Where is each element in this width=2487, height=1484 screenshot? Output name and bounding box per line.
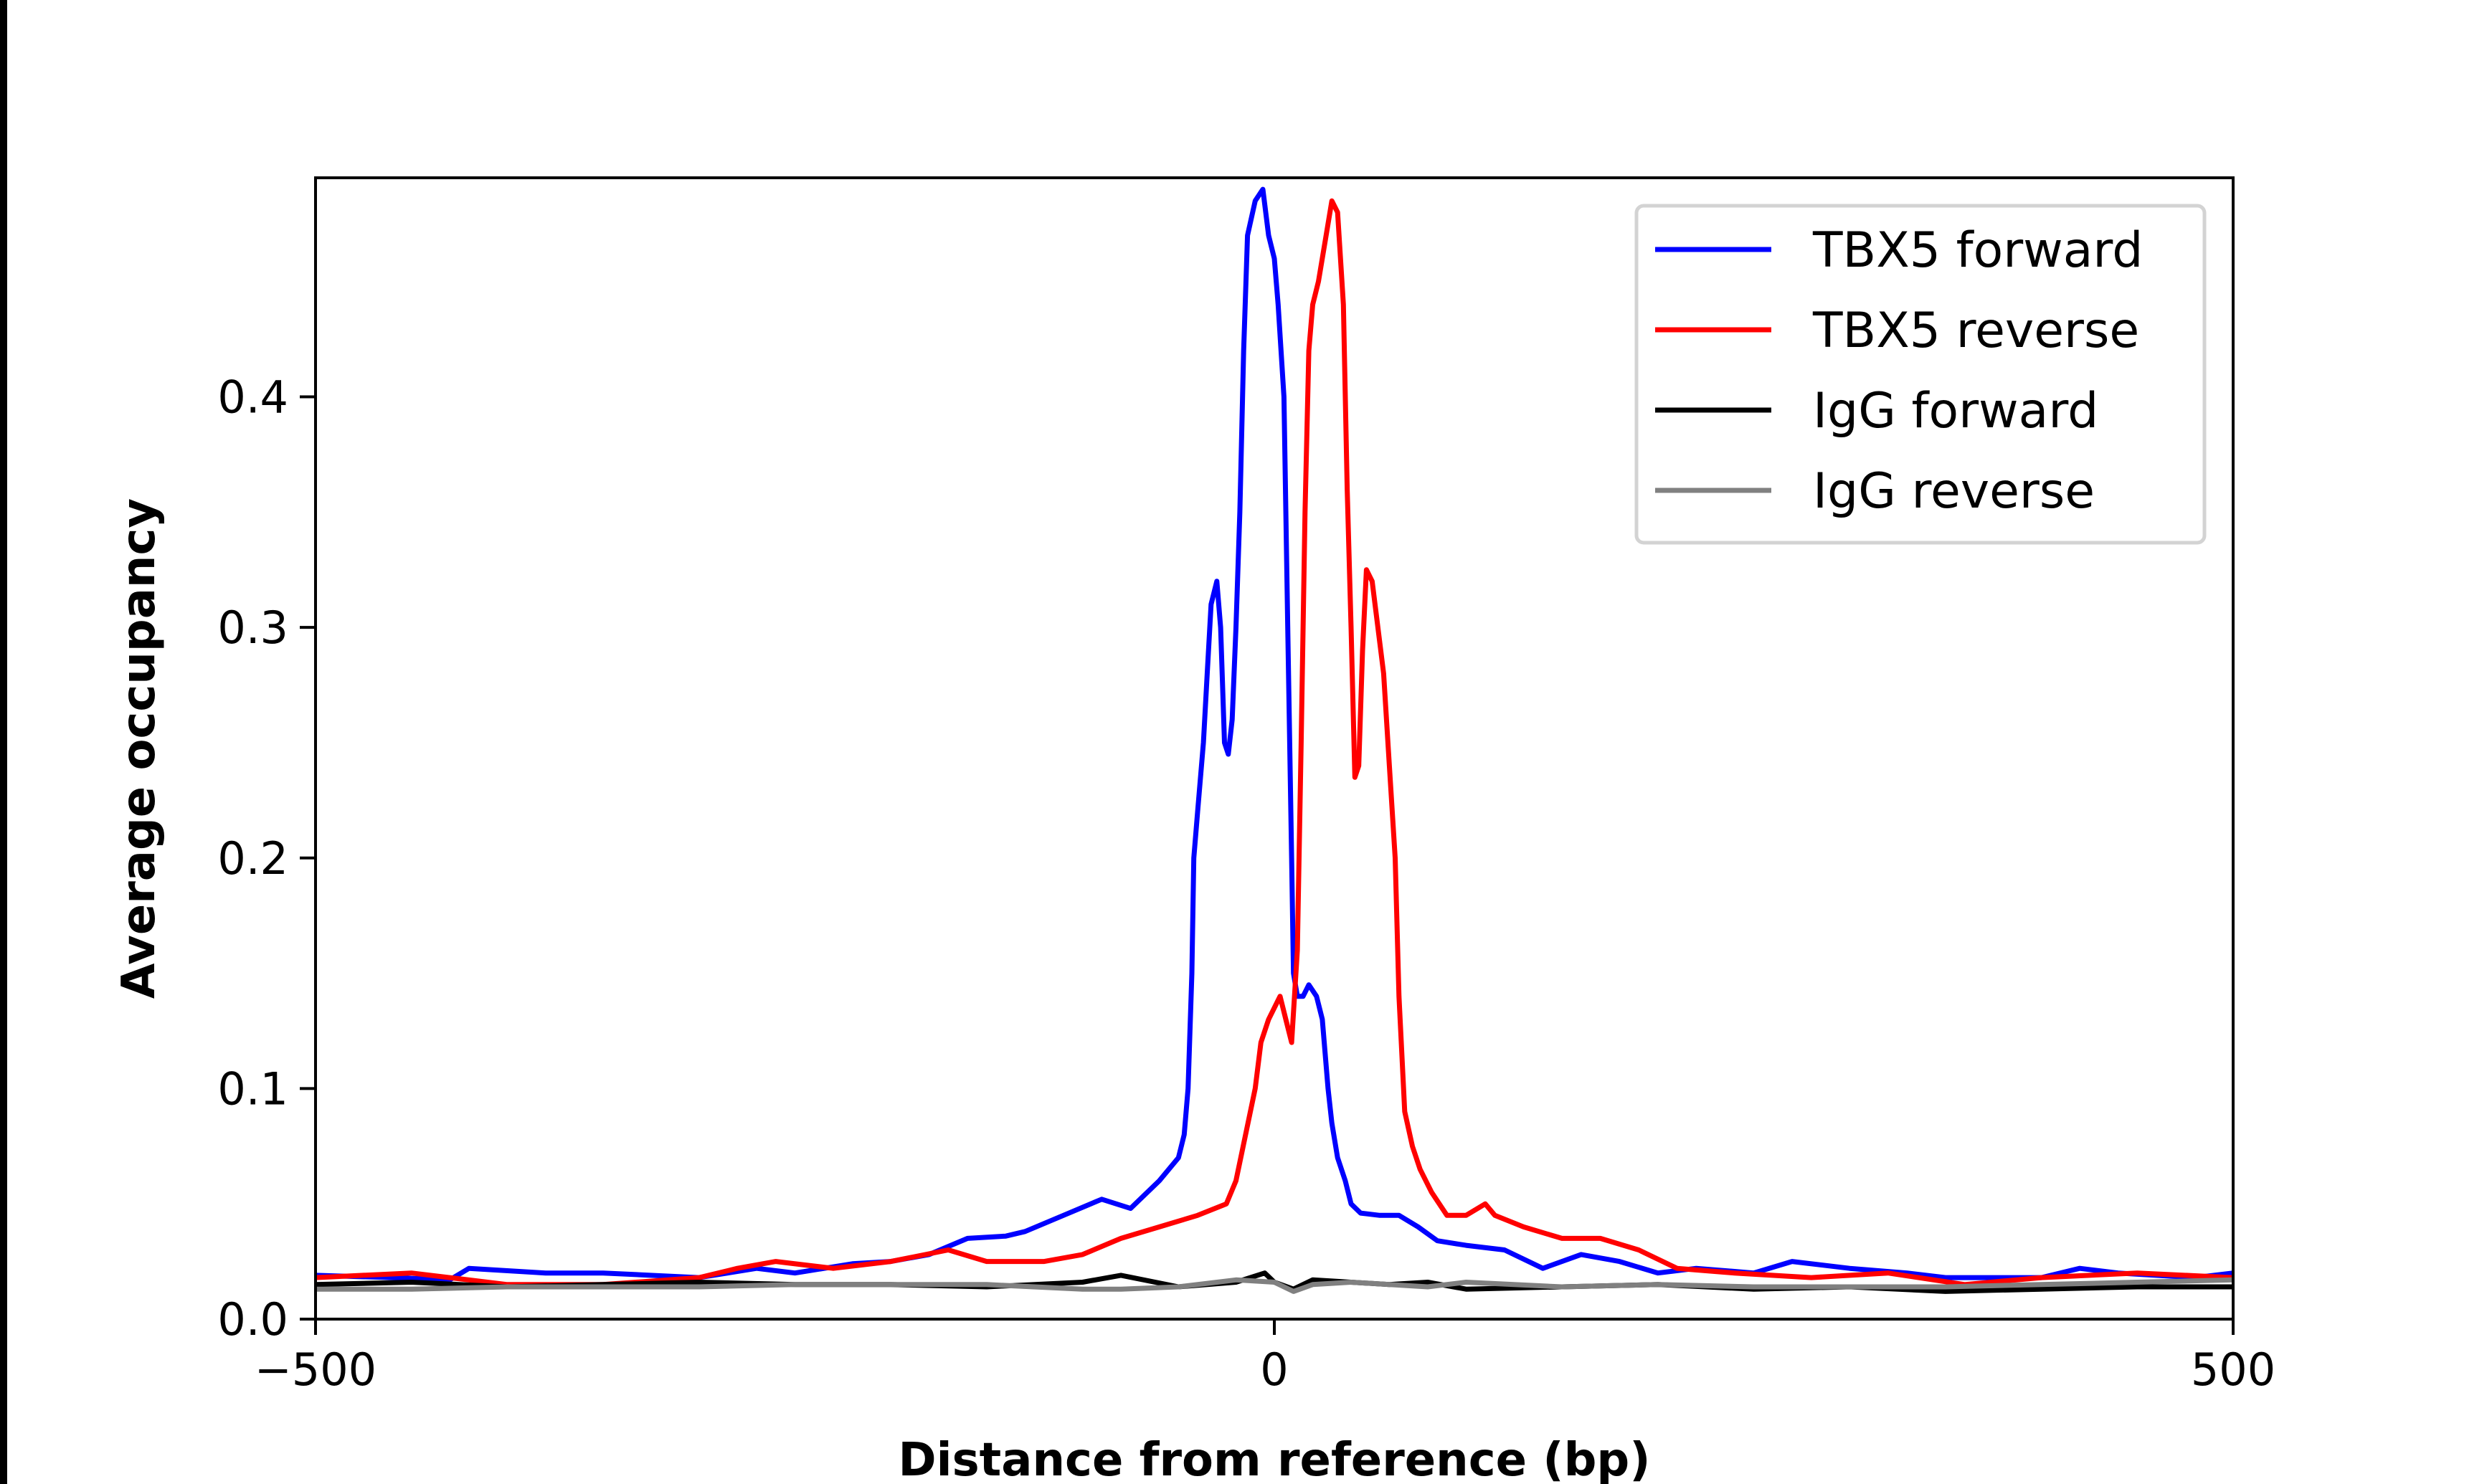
series-line-igg-reverse <box>316 1277 2234 1294</box>
x-axis-label: Distance from reference (bp) <box>899 1434 1651 1484</box>
series-line-tbx5-forward <box>315 186 2234 1283</box>
y-axis-label: Average occupancy <box>113 498 166 999</box>
left-border <box>0 0 7 1484</box>
x-tick-label: −500 <box>255 1343 376 1396</box>
y-tick-label: 0.4 <box>217 371 288 424</box>
legend: TBX5 forward TBX5 reverse IgG forward IgG r… <box>1634 204 2207 545</box>
x-tick-label: 500 <box>2191 1343 2275 1396</box>
legend-label: IgG forward <box>1813 383 2098 439</box>
y-tick-label: 0.3 <box>217 601 288 654</box>
ticks: −500 0 500 0.0 0.1 0.2 0.3 0.4 <box>217 371 2275 1396</box>
legend-label: TBX5 reverse <box>1812 303 2139 359</box>
series-line-tbx5-reverse <box>315 198 2234 1288</box>
y-tick-label: 0.2 <box>217 832 288 885</box>
y-tick-label: 0.1 <box>217 1062 288 1115</box>
plot-lines <box>315 186 2234 1294</box>
legend-box <box>1634 204 2207 545</box>
x-tick-label: 0 <box>1260 1343 1288 1396</box>
y-tick-label: 0.0 <box>217 1293 288 1346</box>
legend-label: IgG reverse <box>1813 463 2095 520</box>
legend-label: TBX5 forward <box>1812 222 2143 279</box>
